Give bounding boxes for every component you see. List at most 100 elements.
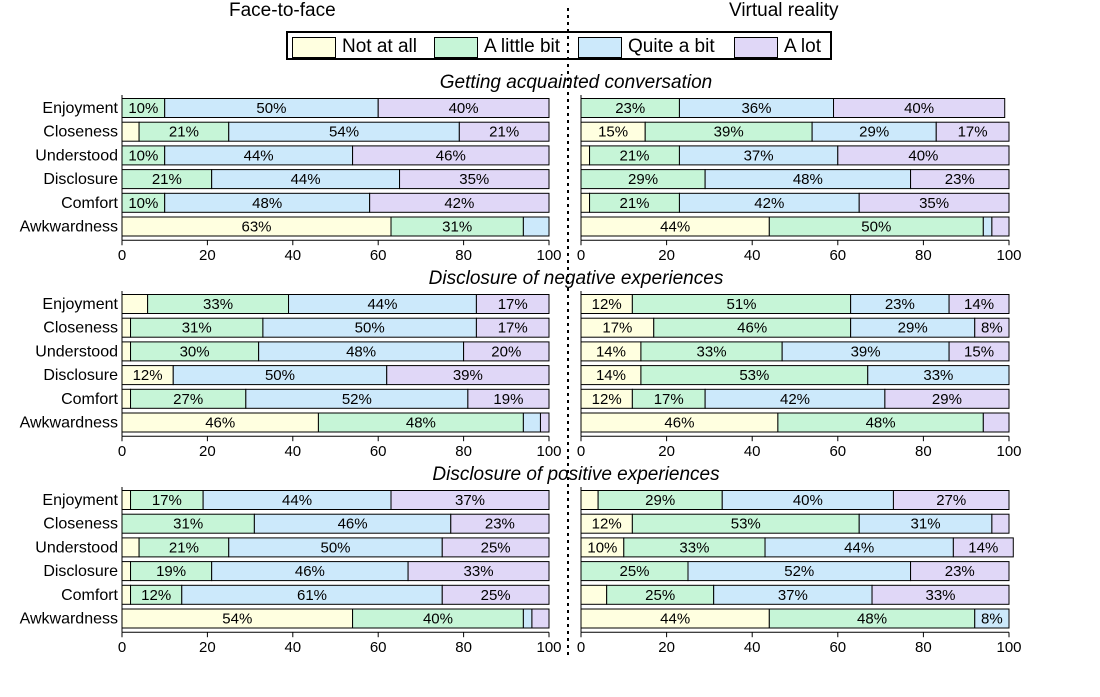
panel-2-left-enjoyment-a-lot-label: 17% (498, 296, 528, 313)
panel-3-left-disclosure-a-little-bit-label: 19% (156, 563, 186, 580)
panel-1-row-label-enjoyment: Enjoyment (42, 100, 118, 117)
panel-3-right-enjoyment-a-little-bit-label: 29% (645, 492, 675, 509)
panel-3-left-understood-quite-a-bit-label: 50% (320, 539, 350, 556)
panel-2-right-tick-label-60: 60 (829, 443, 846, 460)
panel-2-row-label-awkwardness: Awkwardness (20, 415, 118, 432)
panel-2-left-understood-not-at-all-bar (121, 341, 132, 362)
panel-1-left-disclosure-a-lot-label: 35% (459, 171, 489, 188)
panel-3-right-awkwardness-a-little-bit-label: 48% (857, 611, 887, 628)
panel-3-right-closeness-a-little-bit-label: 53% (731, 516, 761, 533)
panel-3-left-tick-label-80: 80 (455, 639, 472, 656)
panel-3-row-label-enjoyment: Enjoyment (42, 492, 118, 509)
panel-1-left-tick-label-80: 80 (455, 247, 472, 264)
panel-3-right-understood-a-little-bit-label: 33% (679, 539, 709, 556)
panel-3-left-disclosure-a-lot-bar (407, 561, 550, 582)
legend-item-a-lot: A lot (734, 36, 821, 58)
panel-1-left-understood-quite-a-bit-label: 44% (244, 147, 274, 164)
panel-2-right-tick-label-0: 0 (577, 443, 585, 460)
panel-3-right-tick-label-100: 100 (996, 639, 1021, 656)
legend-item-quite-a-bit: Quite a bit (578, 36, 715, 58)
panel-1-row-label-closeness: Closeness (43, 124, 118, 141)
panel-3-row-label-closeness: Closeness (43, 516, 118, 533)
panel-2-left-understood-a-little-bit-label: 30% (180, 343, 210, 360)
panel-2-left-disclosure-quite-a-bit-label: 50% (265, 367, 295, 384)
panel-3-left-awkwardness-a-little-bit-label: 40% (423, 611, 453, 628)
panel-2-right-understood-not-at-all-label: 14% (596, 343, 626, 360)
panel-1-right-tick-label-80: 80 (915, 247, 932, 264)
panel-1-right-understood-a-lot-label: 40% (908, 147, 938, 164)
panel-2-right-tick-label-20: 20 (658, 443, 675, 460)
panel-2-left-closeness-a-lot-label: 17% (498, 320, 528, 337)
panel-2-row-label-understood: Understood (35, 343, 118, 360)
panel-3-right-tick-label-60: 60 (829, 639, 846, 656)
panel-1-left-comfort-a-little-bit-label: 10% (128, 195, 158, 212)
panel-3-left-awkwardness-quite-a-bit-bar (522, 608, 533, 629)
panel-1-left-tick-label-100: 100 (536, 247, 561, 264)
panel-2-left-tick-label-0: 0 (118, 443, 126, 460)
panel-2-right-enjoyment-not-at-all-label: 12% (592, 296, 622, 313)
panel-3-left-closeness-a-lot-label: 23% (485, 516, 515, 533)
panel-1-right-closeness-not-at-all-label: 15% (598, 124, 628, 141)
panel-1-left-comfort-a-lot-bar (369, 192, 550, 213)
panel-1-right-disclosure-quite-a-bit-label: 48% (793, 171, 823, 188)
legend-label-quite-a-bit: Quite a bit (628, 36, 715, 57)
panel-3-left-awkwardness-not-at-all-label: 54% (222, 611, 252, 628)
panel-2-right-tick-label-100: 100 (996, 443, 1021, 460)
panel-2-right-closeness-quite-a-bit-label: 29% (898, 320, 928, 337)
panel-3-left-disclosure-quite-a-bit-label: 46% (295, 563, 325, 580)
panel-2-right-comfort-a-lot-bar (884, 388, 1010, 409)
panel-3-left-understood-not-at-all-bar (121, 537, 140, 558)
panel-3-left-comfort-a-lot-label: 25% (481, 587, 511, 604)
panel-2-right-comfort-a-lot-label: 29% (932, 391, 962, 408)
panel-1-right-awkwardness-a-lot-bar (991, 216, 1010, 237)
panel-1-left-understood-a-little-bit-label: 10% (128, 147, 158, 164)
panel-3-right-disclosure-quite-a-bit-label: 52% (784, 563, 814, 580)
legend-item-not-at-all: Not at all (292, 36, 417, 58)
legend-swatch-quite-a-bit (578, 36, 622, 58)
panel-3-left-disclosure-not-at-all-bar (121, 561, 132, 582)
panel-2-left-tick-label-80: 80 (455, 443, 472, 460)
panel-2-left-understood-a-lot-bar (463, 341, 550, 362)
panel-2-right-awkwardness-not-at-all-label: 46% (664, 415, 694, 432)
panel-2-right-comfort-quite-a-bit-label: 42% (780, 391, 810, 408)
panel-2-right-closeness-a-lot-bar (974, 317, 1010, 338)
panel-2-left-tick-label-20: 20 (199, 443, 216, 460)
panel-2-right-tick-label-40: 40 (744, 443, 761, 460)
panel-1-right-tick-label-60: 60 (829, 247, 846, 264)
panel-2-right-disclosure-quite-a-bit-bar (867, 365, 1010, 386)
panel-3-right-awkwardness-quite-a-bit-label: 8% (981, 611, 1003, 628)
panel-1-right-enjoyment-a-lot-bar (833, 98, 1006, 118)
panel-3-left-enjoyment-quite-a-bit-label: 44% (282, 492, 312, 509)
panel-3-left-tick-label-60: 60 (370, 639, 387, 656)
panel-1-right-disclosure-a-little-bit-label: 29% (628, 171, 658, 188)
panel-1-right-comfort-a-little-bit-label: 21% (619, 195, 649, 212)
panel-3-row-label-disclosure: Disclosure (43, 563, 118, 580)
panel-3-right-comfort-a-lot-bar (871, 584, 1010, 605)
legend-label-a-lot: A lot (784, 36, 821, 57)
panel-2-left-closeness-a-lot-bar (475, 317, 550, 338)
panel-1-right-tick-label-40: 40 (744, 247, 761, 264)
panel-2-right-awkwardness-a-little-bit-label: 48% (866, 415, 896, 432)
panel-3-left-tick-label-20: 20 (199, 639, 216, 656)
panel-1-right-closeness-a-lot-label: 17% (958, 124, 988, 141)
panel-3-left-understood-a-little-bit-label: 21% (169, 539, 199, 556)
panel-1-left-enjoyment-a-little-bit-label: 10% (128, 100, 158, 117)
panel-2-right-disclosure-quite-a-bit-label: 33% (923, 367, 953, 384)
panel-1-left-comfort-quite-a-bit-label: 48% (252, 195, 282, 212)
panel-2-left-disclosure-not-at-all-label: 12% (133, 367, 163, 384)
panel-1-right-comfort-quite-a-bit-label: 42% (754, 195, 784, 212)
panel-3-right-awkwardness-not-at-all-label: 44% (660, 611, 690, 628)
panel-1-left-comfort-a-lot-label: 42% (444, 195, 474, 212)
panel-3-right-closeness-not-at-all-label: 12% (592, 516, 622, 533)
panel-1-right-enjoyment-a-lot-label: 40% (904, 100, 934, 117)
panel-1-left-disclosure-a-lot-bar (399, 169, 550, 190)
legend-swatch-a-little-bit (434, 36, 478, 58)
panel-2-left-enjoyment-a-little-bit-label: 33% (203, 296, 233, 313)
panel-2-right-enjoyment-a-lot-bar (948, 294, 1010, 314)
panel-2-left-enjoyment-not-at-all-bar (121, 294, 149, 314)
panel-2-left-comfort-a-little-bit-label: 27% (173, 391, 203, 408)
panel-3-right-tick-label-20: 20 (658, 639, 675, 656)
panel-1-right-disclosure-a-lot-bar (910, 169, 1010, 190)
panel-1-row-label-awkwardness: Awkwardness (20, 219, 118, 236)
